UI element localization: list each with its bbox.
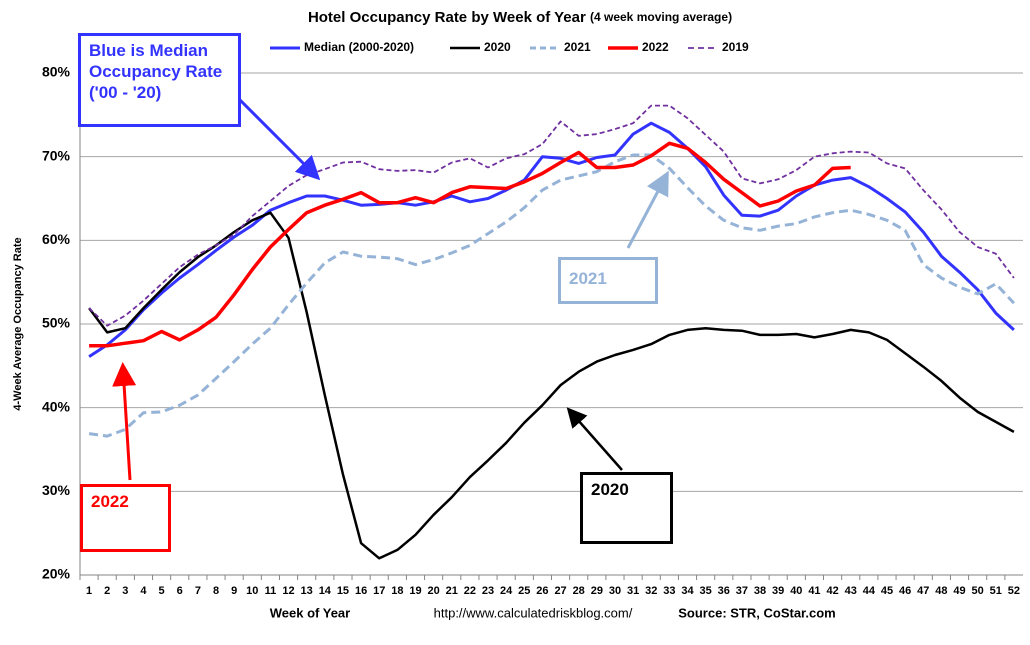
x-tick-label: 16 xyxy=(355,585,367,597)
x-tick-label: 38 xyxy=(754,585,766,597)
x-axis-label: Week of Year xyxy=(270,605,350,620)
source: Source: STR, CoStar.com xyxy=(678,605,835,620)
series-line xyxy=(88,121,1015,358)
y-tick-label: 20% xyxy=(42,566,71,582)
x-tick-label: 30 xyxy=(609,585,621,597)
x-tick-label: 49 xyxy=(953,585,965,597)
annotation: 2020 xyxy=(580,472,673,544)
x-tick-label: 25 xyxy=(518,585,530,597)
x-tick-label: 24 xyxy=(500,585,513,597)
x-tick-label: 27 xyxy=(554,585,566,597)
x-tick-label: 6 xyxy=(177,585,183,597)
x-tick-label: 41 xyxy=(808,585,820,597)
y-tick-label: 50% xyxy=(42,315,71,331)
x-tick-label: 42 xyxy=(826,585,838,597)
x-tick-label: 17 xyxy=(373,585,385,597)
arrow xyxy=(566,407,623,471)
chart-title: Hotel Occupancy Rate by Week of Year (4 … xyxy=(308,9,732,26)
x-tick-label: 12 xyxy=(282,585,294,597)
series-line xyxy=(88,153,1015,438)
legend-label: Median (2000-2020) xyxy=(304,40,414,54)
x-tick-label: 47 xyxy=(917,585,929,597)
x-tick-label: 14 xyxy=(319,585,332,597)
x-tick-label: 26 xyxy=(536,585,548,597)
x-tick-label: 15 xyxy=(337,585,349,597)
x-tick-label: 29 xyxy=(591,585,603,597)
x-tick-label: 8 xyxy=(213,585,219,597)
x-tick-label: 9 xyxy=(231,585,237,597)
legend-label: 2022 xyxy=(642,40,669,54)
x-tick-label: 51 xyxy=(990,585,1002,597)
y-tick-label: 60% xyxy=(42,231,71,247)
x-tick-label: 33 xyxy=(663,585,675,597)
x-tick-label: 23 xyxy=(482,585,494,597)
source-url: http://www.calculatedriskblog.com/ xyxy=(434,605,633,620)
series-line xyxy=(88,104,1015,327)
arrow xyxy=(233,93,321,181)
x-tick-label: 40 xyxy=(790,585,802,597)
x-tick-label: 46 xyxy=(899,585,911,597)
subtitle: (4 week moving average) xyxy=(590,10,732,24)
x-tick-label: 44 xyxy=(863,585,876,597)
x-tick-label: 39 xyxy=(772,585,784,597)
arrow xyxy=(112,362,137,481)
title: Hotel Occupancy Rate by Week of Year xyxy=(308,9,586,26)
x-tick-label: 3 xyxy=(122,585,128,597)
annotation: 2022 xyxy=(80,484,171,552)
legend-label: 2019 xyxy=(722,40,749,54)
annotation: Blue is Median Occupancy Rate ('00 - '20… xyxy=(78,33,241,127)
arrow xyxy=(626,170,669,249)
x-tick-label: 35 xyxy=(700,585,712,597)
y-tick-label: 70% xyxy=(42,147,71,163)
x-tick-label: 31 xyxy=(627,585,639,597)
y-tick-label: 80% xyxy=(42,64,71,80)
x-tick-label: 19 xyxy=(409,585,421,597)
x-tick-label: 10 xyxy=(246,585,258,597)
x-tick-label: 37 xyxy=(736,585,748,597)
legend-label: 2021 xyxy=(564,40,591,54)
x-tick-label: 20 xyxy=(428,585,440,597)
x-tick-label: 1 xyxy=(86,585,92,597)
x-tick-label: 22 xyxy=(464,585,476,597)
x-tick-label: 2 xyxy=(104,585,110,597)
x-tick-label: 13 xyxy=(301,585,313,597)
x-tick-label: 34 xyxy=(681,585,694,597)
x-tick-label: 48 xyxy=(935,585,947,597)
x-tick-label: 43 xyxy=(845,585,857,597)
y-tick-label: 40% xyxy=(42,398,71,414)
plot: 20%30%40%50%60%70%80%1 2 3 4 5 6 7 8 9 10 11 12 13 14… xyxy=(42,64,1023,597)
x-tick-label: 11 xyxy=(265,585,277,597)
y-axis-label: 4-Week Average Occupancy Rate xyxy=(12,237,24,410)
x-tick-label: 21 xyxy=(446,585,458,597)
y-tick-label: 30% xyxy=(42,482,71,498)
x-tick-label: 36 xyxy=(718,585,730,597)
legend-label: 2020 xyxy=(484,40,511,54)
x-tick-label: 18 xyxy=(391,585,403,597)
x-tick-label: 4 xyxy=(140,585,147,597)
x-tick-label: 50 xyxy=(972,585,984,597)
x-tick-label: 7 xyxy=(195,585,201,597)
x-tick-label: 32 xyxy=(645,585,657,597)
x-tick-label: 5 xyxy=(159,585,165,597)
annotation: 2021 xyxy=(558,257,658,304)
x-tick-label: 28 xyxy=(573,585,585,597)
x-tick-label: 45 xyxy=(881,585,893,597)
x-tick-label: 52 xyxy=(1008,585,1020,597)
series-line xyxy=(89,141,851,348)
